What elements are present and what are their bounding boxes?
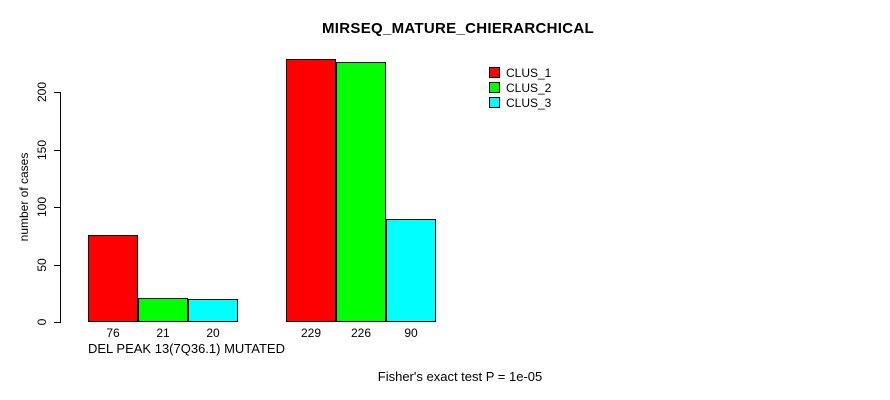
- y-tick-mark: [54, 207, 61, 208]
- bar-clus_2-group2: [336, 62, 386, 322]
- y-tick-mark: [54, 92, 61, 93]
- y-tick-mark: [54, 264, 61, 266]
- legend-label: CLUS_2: [506, 80, 552, 95]
- y-tick-label: 100: [35, 196, 49, 218]
- bar-value-label: 90: [404, 326, 418, 340]
- footer-note: Fisher's exact test P = 1e-05: [377, 369, 543, 384]
- legend-swatch-clus_2: [489, 82, 500, 93]
- y-tick-label: 0: [35, 318, 49, 326]
- legend-swatch-clus_3: [489, 97, 500, 108]
- legend-swatch-clus_1: [489, 67, 500, 78]
- y-tick-label: 200: [35, 81, 49, 103]
- bar-clus_2-group1: [138, 298, 188, 322]
- bar-value-label: 229: [300, 326, 322, 340]
- legend-row-clus_2: CLUS_2: [489, 80, 551, 95]
- bar-value-label: 226: [350, 326, 372, 340]
- bar-value-label: 20: [206, 326, 220, 340]
- y-tick-label: 50: [35, 257, 49, 272]
- bar-clus_1-group1: [88, 235, 138, 322]
- legend-label: CLUS_1: [506, 65, 552, 80]
- bar-value-label: 21: [156, 326, 170, 340]
- y-tick-mark: [54, 149, 61, 151]
- bar-clus_1-group2: [286, 59, 336, 322]
- legend-row-clus_3: CLUS_3: [489, 95, 551, 110]
- legend-label: CLUS_3: [506, 95, 552, 110]
- bar-clus_3-group2: [386, 219, 436, 322]
- bar-clus_3-group1: [188, 299, 238, 322]
- y-axis-label: number of cases: [17, 152, 31, 242]
- y-tick-mark: [54, 322, 61, 323]
- legend: CLUS_1 CLUS_2 CLUS_3: [489, 65, 551, 110]
- bar-value-label: 76: [106, 326, 120, 340]
- chart-title: MIRSEQ_MATURE_CHIERARCHICAL: [322, 20, 594, 37]
- legend-row-clus_1: CLUS_1: [489, 65, 551, 80]
- y-tick-label: 150: [35, 139, 49, 160]
- x-group-label: DEL PEAK 13(7Q36.1) MUTATED: [88, 341, 285, 356]
